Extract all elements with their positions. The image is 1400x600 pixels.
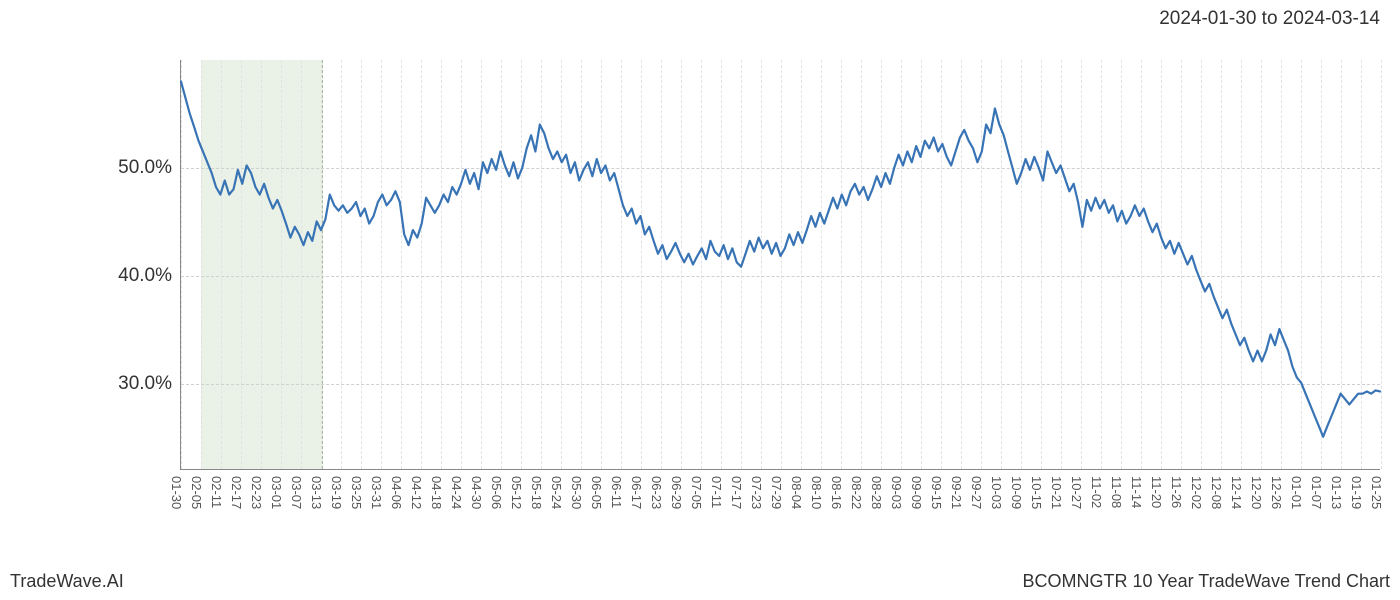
x-tick-label: 08-16 <box>829 476 844 509</box>
x-tick-label: 11-26 <box>1169 476 1184 508</box>
x-tick-label: 05-18 <box>529 476 544 509</box>
y-tick-label: 40.0% <box>92 265 172 287</box>
x-tick-label: 05-24 <box>549 476 564 509</box>
x-tick-label: 01-30 <box>169 476 184 509</box>
x-tick-label: 06-23 <box>649 476 664 509</box>
x-tick-label: 11-08 <box>1109 476 1124 508</box>
x-tick-label: 03-25 <box>349 476 364 509</box>
y-tick-label: 50.0% <box>92 157 172 179</box>
chart-container: 2024-01-30 to 2024-03-14 30.0% 40.0% 50.0%… <box>0 0 1400 600</box>
x-tick-label: 04-06 <box>389 476 404 509</box>
x-tick-label: 03-19 <box>329 476 344 509</box>
x-tick-label: 09-27 <box>969 476 984 509</box>
x-tick-label: 04-12 <box>409 476 424 509</box>
x-tick-label: 02-17 <box>229 476 244 509</box>
x-tick-label: 02-11 <box>209 476 224 508</box>
x-tick-label: 07-23 <box>749 476 764 509</box>
x-tick-label: 06-05 <box>589 476 604 509</box>
x-tick-label: 01-01 <box>1289 476 1304 509</box>
x-tick-label: 12-20 <box>1249 476 1264 509</box>
x-tick-label: 07-29 <box>769 476 784 509</box>
x-tick-label: 04-30 <box>469 476 484 509</box>
plot-area <box>180 60 1380 470</box>
x-tick-label: 08-28 <box>869 476 884 509</box>
x-tick-label: 12-14 <box>1229 476 1244 509</box>
x-tick-label: 08-04 <box>789 476 804 509</box>
x-tick-label: 03-13 <box>309 476 324 509</box>
date-range-label: 2024-01-30 to 2024-03-14 <box>1159 8 1380 30</box>
x-tick-label: 10-15 <box>1029 476 1044 509</box>
x-tick-label: 04-24 <box>449 476 464 509</box>
x-tick-label: 08-22 <box>849 476 864 509</box>
x-tick-label: 05-30 <box>569 476 584 509</box>
x-tick-label: 07-11 <box>709 476 724 508</box>
x-tick-label: 03-01 <box>269 476 284 509</box>
x-tick-label: 10-21 <box>1049 476 1064 509</box>
x-tick-label: 11-02 <box>1089 476 1104 508</box>
x-tick-label: 10-27 <box>1069 476 1084 509</box>
x-tick-label: 12-08 <box>1209 476 1224 509</box>
footer-title: BCOMNGTR 10 Year TradeWave Trend Chart <box>1023 571 1390 592</box>
x-tick-label: 06-29 <box>669 476 684 509</box>
x-tick-label: 05-06 <box>489 476 504 509</box>
x-tick-label: 09-15 <box>929 476 944 509</box>
x-tick-label: 05-12 <box>509 476 524 509</box>
x-tick-label: 02-23 <box>249 476 264 509</box>
x-tick-label: 11-14 <box>1129 476 1144 508</box>
x-tick-label: 11-20 <box>1149 476 1164 508</box>
x-tick-label: 06-11 <box>609 476 624 508</box>
x-tick-label: 07-05 <box>689 476 704 509</box>
x-tick-label: 09-21 <box>949 476 964 509</box>
trend-line <box>181 82 1380 437</box>
x-tick-label: 01-19 <box>1349 476 1364 509</box>
x-tick-label: 03-31 <box>369 476 384 509</box>
x-tick-label: 01-13 <box>1329 476 1344 509</box>
x-tick-label: 09-09 <box>909 476 924 509</box>
x-tick-label: 01-07 <box>1309 476 1324 509</box>
x-tick-label: 10-03 <box>989 476 1004 509</box>
line-chart-svg <box>181 60 1380 469</box>
x-tick-label: 03-07 <box>289 476 304 509</box>
y-tick-label: 30.0% <box>92 373 172 395</box>
vgrid-line <box>1381 60 1382 469</box>
x-tick-label: 12-02 <box>1189 476 1204 509</box>
x-tick-label: 04-18 <box>429 476 444 509</box>
x-tick-label: 12-26 <box>1269 476 1284 509</box>
x-tick-label: 06-17 <box>629 476 644 509</box>
footer-brand: TradeWave.AI <box>10 571 124 592</box>
x-tick-label: 01-25 <box>1369 476 1384 509</box>
x-tick-label: 10-09 <box>1009 476 1024 509</box>
x-tick-label: 02-05 <box>189 476 204 509</box>
x-tick-label: 08-10 <box>809 476 824 509</box>
x-tick-label: 09-03 <box>889 476 904 509</box>
x-tick-label: 07-17 <box>729 476 744 509</box>
